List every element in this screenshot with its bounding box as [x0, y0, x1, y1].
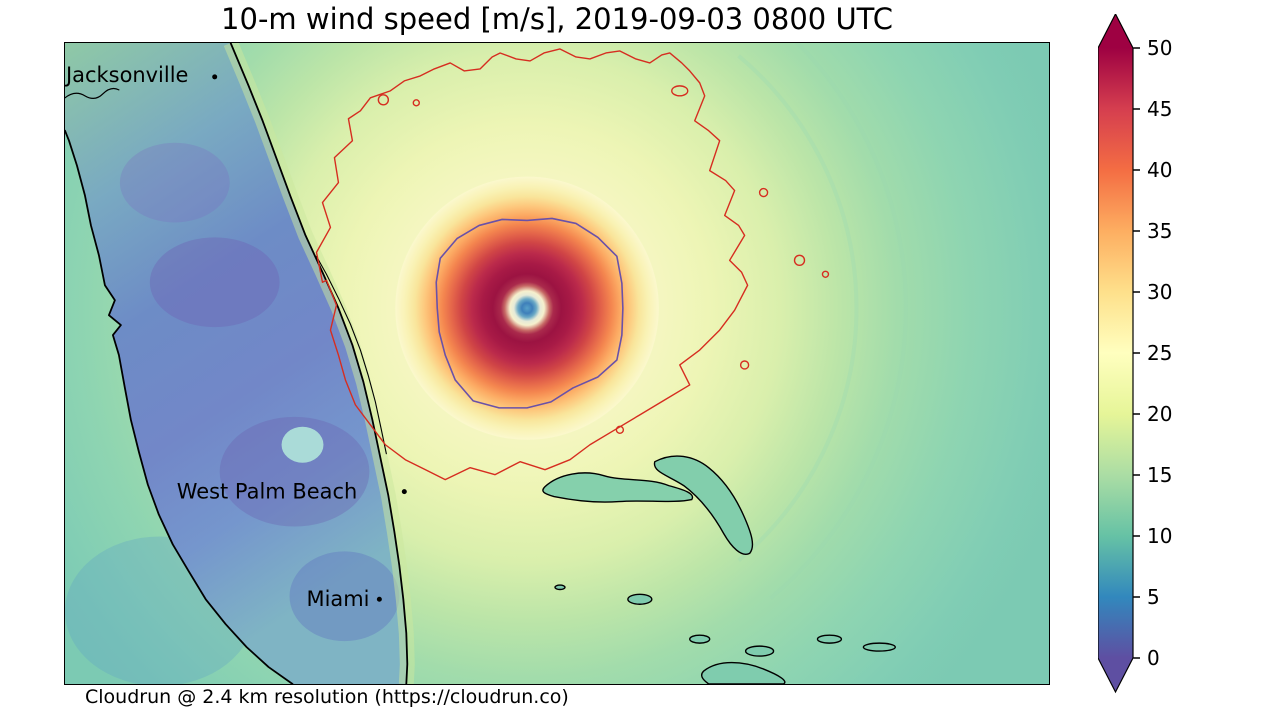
colorbar-tick-label-35: 35	[1147, 219, 1173, 243]
colorbar-gradient	[1097, 12, 1140, 694]
colorbar-tick-label-20: 20	[1147, 402, 1173, 426]
wave-ripples	[737, 43, 908, 600]
wind-field-plot: Jacksonville West Palm Beach Miami	[65, 43, 1049, 684]
city-marker-west-palm-beach	[401, 489, 407, 495]
attribution-caption: Cloudrun @ 2.4 km resolution (https://cl…	[85, 686, 569, 708]
city-label-jacksonville: Jacksonville	[65, 63, 188, 87]
city-markers	[212, 74, 407, 602]
lake-okeechobee	[281, 426, 324, 463]
map-area: Jacksonville West Palm Beach Miami	[64, 42, 1050, 685]
city-label-miami: Miami	[307, 587, 370, 611]
colorbar-tick-label-30: 30	[1147, 280, 1173, 304]
colorbar-tick-label-25: 25	[1147, 341, 1173, 365]
colorbar-tick-label-40: 40	[1147, 158, 1173, 182]
colorbar-tick-label-0: 0	[1147, 646, 1160, 670]
city-label-west-palm-beach: West Palm Beach	[177, 480, 357, 504]
colorbar-tick-label-45: 45	[1147, 97, 1173, 121]
city-marker-jacksonville	[212, 74, 218, 80]
city-marker-miami	[376, 596, 382, 602]
coastline	[65, 43, 409, 684]
colorbar	[1097, 12, 1146, 706]
colorbar-tick-label-10: 10	[1147, 524, 1173, 548]
bahamas-islands	[542, 455, 897, 684]
colorbar-tick-label-50: 50	[1147, 36, 1173, 60]
jacksonville-river	[65, 87, 120, 99]
colorbar-bar	[1097, 12, 1134, 694]
figure-title: 10-m wind speed [m/s], 2019-09-03 0800 U…	[221, 2, 893, 36]
colorbar-tick-marks	[1133, 47, 1140, 659]
outer-wind-contour	[315, 48, 830, 481]
barrier-island-line	[315, 255, 387, 455]
colorbar-tick-label-5: 5	[1147, 585, 1160, 609]
colorbar-tick-label-15: 15	[1147, 463, 1173, 487]
inner-wind-contour	[435, 217, 624, 409]
storm-core	[395, 176, 659, 440]
